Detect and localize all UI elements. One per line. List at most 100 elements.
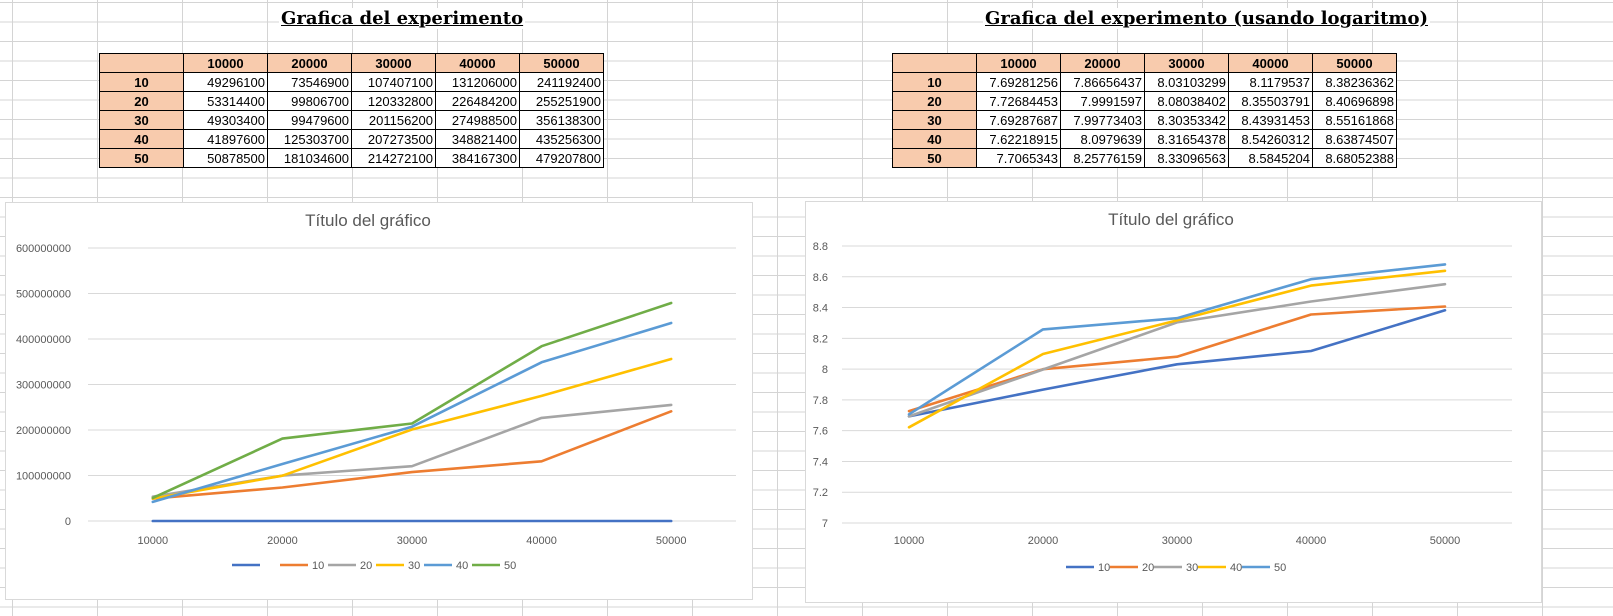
right-table-cell[interactable]: 8.30353342 (1144, 110, 1229, 130)
left-table-row: 50 50878500 181034600 214272100 384167300 479… (99, 148, 604, 168)
right-table-cell[interactable]: 7.86656437 (1060, 72, 1145, 92)
left-column-header[interactable]: 30000 (351, 53, 436, 73)
right-table-cell[interactable]: 8.40696898 (1312, 91, 1397, 111)
left-row-header[interactable]: 30 (99, 110, 184, 130)
right-legend-label: 50 (1274, 562, 1286, 574)
left-row-header[interactable]: 40 (99, 129, 184, 149)
left-table-cell[interactable]: 241192400 (519, 72, 604, 92)
right-row-header[interactable]: 50 (892, 148, 977, 168)
right-table-cell[interactable]: 8.03103299 (1144, 72, 1229, 92)
left-table-cell[interactable]: 207273500 (351, 129, 436, 149)
right-table-cell[interactable]: 7.9991597 (1060, 91, 1145, 111)
right-table-row: 20 7.72684453 7.9991597 8.08038402 8.3550379… (892, 91, 1397, 111)
left-row-header[interactable]: 50 (99, 148, 184, 168)
right-y-tick-label: 8.6 (813, 272, 828, 284)
left-table-cell[interactable]: 384167300 (435, 148, 520, 168)
left-legend-label: 10 (312, 560, 324, 572)
left-line-chart[interactable]: Título del gráfico 0 100000000 200000000 300… (5, 202, 753, 600)
right-column-header[interactable]: 20000 (1060, 53, 1145, 73)
left-column-header[interactable]: 20000 (267, 53, 352, 73)
left-table-cell[interactable]: 356138300 (519, 110, 604, 130)
right-table-cell[interactable]: 8.31654378 (1144, 129, 1229, 149)
right-table-cell[interactable]: 8.68052388 (1312, 148, 1397, 168)
right-table-cell[interactable]: 7.99773403 (1060, 110, 1145, 130)
left-x-tick-label: 50000 (656, 535, 687, 547)
left-table-cell[interactable]: 41897600 (183, 129, 268, 149)
right-table-cell[interactable]: 8.08038402 (1144, 91, 1229, 111)
left-table-cell[interactable]: 201156200 (351, 110, 436, 130)
right-column-header[interactable]: 50000 (1312, 53, 1397, 73)
right-table-row: 40 7.62218915 8.0979639 8.31654378 8.5426031… (892, 129, 1397, 149)
right-column-header[interactable]: 10000 (976, 53, 1061, 73)
right-row-header[interactable]: 20 (892, 91, 977, 111)
right-y-tick-label: 8 (822, 364, 828, 376)
left-legend-label: 30 (408, 560, 420, 572)
left-chart-svg: Título del gráfico 0 100000000 200000000 300… (16, 211, 736, 572)
right-table-cell[interactable]: 8.63874507 (1312, 129, 1397, 149)
right-x-tick-label: 30000 (1162, 535, 1193, 547)
right-table-cell[interactable]: 8.54260312 (1228, 129, 1313, 149)
right-table-cell[interactable]: 8.25776159 (1060, 148, 1145, 168)
right-chart-title: Título del gráfico (1108, 210, 1234, 229)
left-table-cell[interactable]: 49303400 (183, 110, 268, 130)
right-table-cell[interactable]: 8.1179537 (1228, 72, 1313, 92)
right-table-cell[interactable]: 7.62218915 (976, 129, 1061, 149)
right-table-cell[interactable]: 7.69281256 (976, 72, 1061, 92)
left-table-cell[interactable]: 435256300 (519, 129, 604, 149)
right-line-chart[interactable]: Título del gráfico 7 7.2 7.4 7.6 7.8 8 8.2 8.4 8.… (805, 201, 1542, 603)
right-table-cell[interactable]: 8.55161868 (1312, 110, 1397, 130)
right-column-header[interactable]: 30000 (1144, 53, 1229, 73)
left-table-cell[interactable]: 274988500 (435, 110, 520, 130)
right-legend-label: 30 (1186, 562, 1198, 574)
left-column-header[interactable]: 40000 (435, 53, 520, 73)
right-table-cell[interactable]: 7.72684453 (976, 91, 1061, 111)
left-table-cell[interactable]: 99479600 (267, 110, 352, 130)
left-table-cell[interactable]: 181034600 (267, 148, 352, 168)
right-data-table: 10000 20000 30000 40000 50000 10 7.69281256 7.8… (892, 53, 1397, 168)
left-row-header[interactable]: 10 (99, 72, 184, 92)
left-table-cell[interactable]: 348821400 (435, 129, 520, 149)
left-row-header[interactable]: 20 (99, 91, 184, 111)
left-table-cell[interactable]: 99806700 (267, 91, 352, 111)
left-table-cell[interactable]: 50878500 (183, 148, 268, 168)
right-y-tick-label: 7.8 (813, 395, 828, 407)
right-row-header[interactable]: 30 (892, 110, 977, 130)
left-table-cell[interactable]: 125303700 (267, 129, 352, 149)
right-table-cell[interactable]: 8.0979639 (1060, 129, 1145, 149)
right-legend-label: 40 (1230, 562, 1242, 574)
left-table-cell[interactable]: 49296100 (183, 72, 268, 92)
right-table-cell[interactable]: 7.7065343 (976, 148, 1061, 168)
right-table-cell[interactable]: 7.69287687 (976, 110, 1061, 130)
right-table-cell[interactable]: 8.33096563 (1144, 148, 1229, 168)
left-legend-label: 40 (456, 560, 468, 572)
left-table-cell[interactable]: 255251900 (519, 91, 604, 111)
right-x-tick-label: 40000 (1296, 535, 1327, 547)
left-y-tick-label: 200000000 (16, 425, 71, 437)
right-table-cell[interactable]: 8.35503791 (1228, 91, 1313, 111)
left-column-header[interactable]: 50000 (519, 53, 604, 73)
left-y-tick-label: 0 (65, 516, 71, 528)
left-y-tick-label: 300000000 (16, 380, 71, 392)
right-legend-label: 10 (1098, 562, 1110, 574)
left-table-cell[interactable]: 107407100 (351, 72, 436, 92)
left-table-cell[interactable]: 131206000 (435, 72, 520, 92)
left-table-cell[interactable]: 73546900 (267, 72, 352, 92)
right-table-cell[interactable]: 8.38236362 (1312, 72, 1397, 92)
left-column-header[interactable]: 10000 (183, 53, 268, 73)
right-x-tick-label: 50000 (1430, 535, 1461, 547)
left-table-cell[interactable]: 479207800 (519, 148, 604, 168)
right-table-cell[interactable]: 8.43931453 (1228, 110, 1313, 130)
left-table-cell[interactable]: 214272100 (351, 148, 436, 168)
left-sheet-title: Grafica del experimento (279, 8, 526, 29)
left-table-cell[interactable]: 53314400 (183, 91, 268, 111)
right-table-cell[interactable]: 8.5845204 (1228, 148, 1313, 168)
left-table-cell[interactable]: 226484200 (435, 91, 520, 111)
right-row-header[interactable]: 40 (892, 129, 977, 149)
right-column-header[interactable]: 40000 (1228, 53, 1313, 73)
right-table-row: 50 7.7065343 8.25776159 8.33096563 8.5845204… (892, 148, 1397, 168)
right-table-row: 30 7.69287687 7.99773403 8.30353342 8.439314… (892, 110, 1397, 130)
right-row-header[interactable]: 10 (892, 72, 977, 92)
left-table-cell[interactable]: 120332800 (351, 91, 436, 111)
left-table-row: 40 41897600 125303700 207273500 348821400 435… (99, 129, 604, 149)
left-y-tick-label: 600000000 (16, 243, 71, 255)
